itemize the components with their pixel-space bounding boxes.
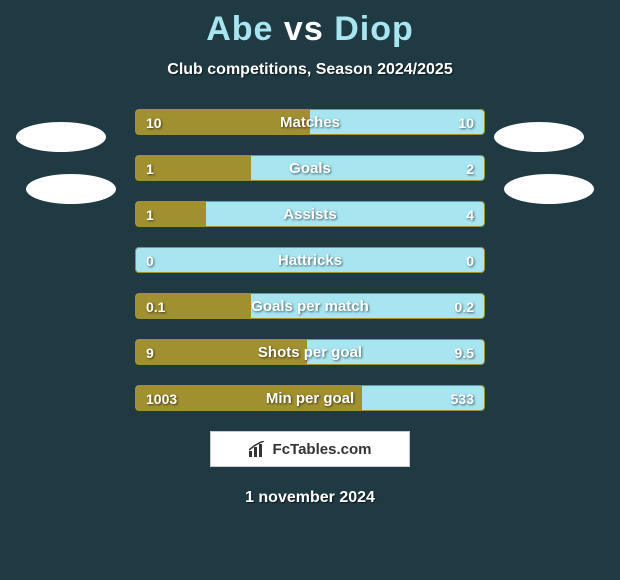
vs-text: vs <box>284 10 324 48</box>
stat-value-right: 10 <box>458 110 474 134</box>
watermark-badge: FcTables.com <box>210 431 410 467</box>
stat-row: 10Matches10 <box>135 109 485 135</box>
stat-row: 1003Min per goal533 <box>135 385 485 411</box>
stat-value-right: 0 <box>466 248 474 272</box>
stat-label: Hattricks <box>136 248 484 272</box>
stat-row: 1Goals2 <box>135 155 485 181</box>
chart-icon <box>249 441 267 457</box>
stat-value-right: 2 <box>466 156 474 180</box>
stat-label: Matches <box>136 110 484 134</box>
page-title: Abe vs Diop <box>0 0 620 49</box>
stat-label: Min per goal <box>136 386 484 410</box>
team-logo-placeholder <box>26 174 116 204</box>
stat-row: 0.1Goals per match0.2 <box>135 293 485 319</box>
subtitle: Club competitions, Season 2024/2025 <box>0 61 620 79</box>
date-text: 1 november 2024 <box>0 489 620 507</box>
stat-label: Goals <box>136 156 484 180</box>
stat-row: 1Assists4 <box>135 201 485 227</box>
player1-name: Abe <box>206 10 273 48</box>
stat-value-right: 9.5 <box>455 340 474 364</box>
watermark-text: FcTables.com <box>273 441 372 458</box>
stat-label: Goals per match <box>136 294 484 318</box>
stat-row: 0Hattricks0 <box>135 247 485 273</box>
stats-container: 10Matches10 1Goals2 1Assists4 0Hattricks0 0.… <box>135 109 485 411</box>
team-logo-placeholder <box>494 122 584 152</box>
stat-label: Shots per goal <box>136 340 484 364</box>
stat-label: Assists <box>136 202 484 226</box>
stat-value-right: 4 <box>466 202 474 226</box>
stat-value-right: 0.2 <box>455 294 474 318</box>
stat-row: 9Shots per goal9.5 <box>135 339 485 365</box>
team-logo-placeholder <box>16 122 106 152</box>
player2-name: Diop <box>334 10 414 48</box>
stat-value-right: 533 <box>451 386 474 410</box>
team-logo-placeholder <box>504 174 594 204</box>
